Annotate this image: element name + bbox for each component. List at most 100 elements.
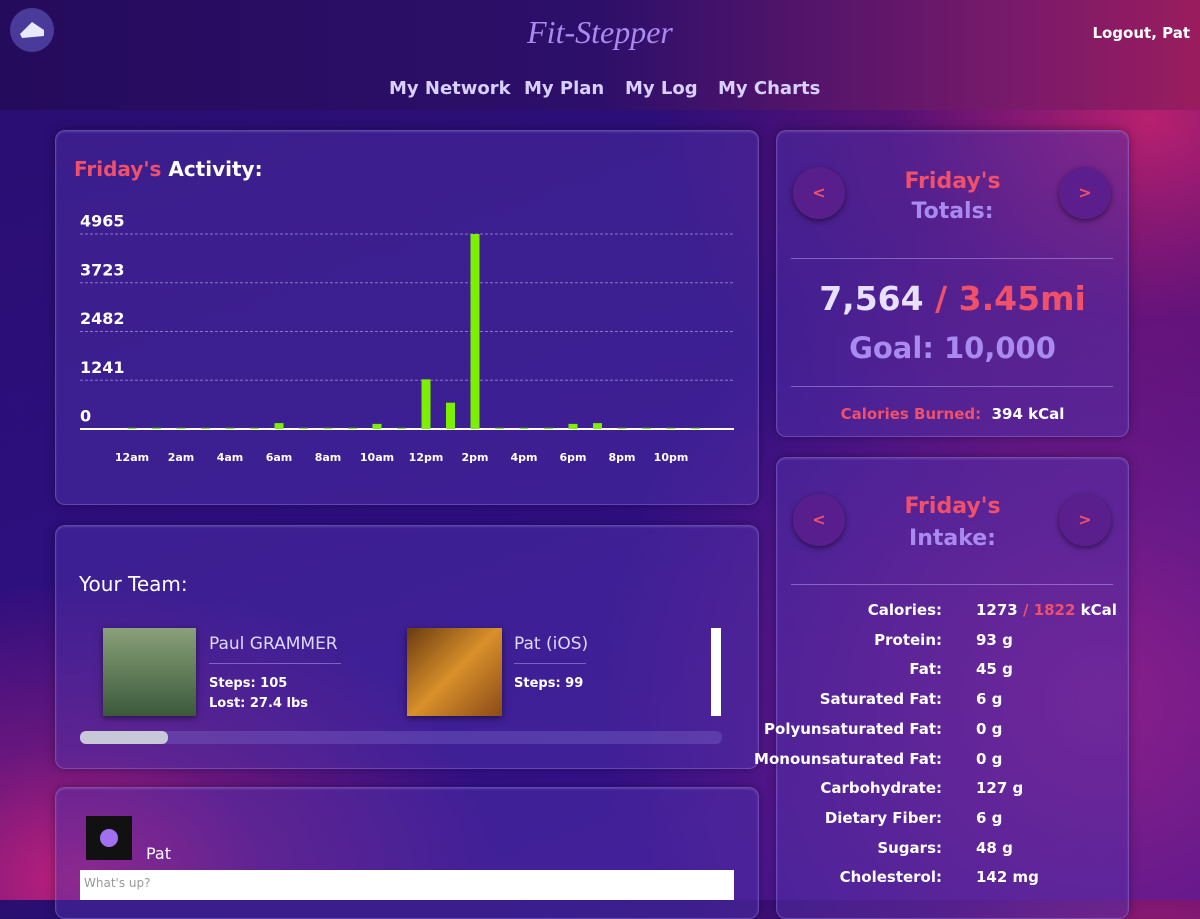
avatar-dot bbox=[100, 829, 118, 847]
bar bbox=[397, 427, 406, 429]
x-tick-label: 12pm bbox=[409, 451, 444, 464]
member-stat: Steps: 105 bbox=[209, 676, 288, 691]
intake-value: 6 g bbox=[976, 690, 1002, 708]
intake-value-part: 6 g bbox=[976, 808, 1003, 827]
intake-label: Saturated Fat: bbox=[819, 690, 942, 709]
avatar bbox=[103, 628, 196, 716]
bar bbox=[666, 427, 676, 429]
steps: 7,564 bbox=[819, 279, 924, 318]
bar bbox=[544, 427, 553, 429]
bar bbox=[348, 427, 357, 429]
x-tick-label: 4pm bbox=[511, 451, 538, 464]
intake-label: Sugars: bbox=[877, 838, 942, 857]
y-tick-label: 3723 bbox=[80, 260, 125, 279]
bar bbox=[250, 427, 259, 429]
intake-value-part: 6 g bbox=[976, 690, 1003, 709]
bar bbox=[372, 423, 382, 429]
post-input[interactable]: What's up? bbox=[80, 870, 734, 900]
x-tick-label: 10pm bbox=[654, 451, 689, 464]
intake-value: 1273 / 1822 kCal bbox=[976, 601, 1117, 619]
intake-value-part: 0 g bbox=[976, 749, 1003, 768]
separator bbox=[514, 663, 586, 664]
separator bbox=[209, 663, 341, 664]
bar bbox=[568, 423, 578, 429]
intake-value: 93 g bbox=[976, 631, 1013, 649]
intake-value-part: 93 g bbox=[976, 630, 1013, 649]
steps-line: 7,564 / 3.45mi bbox=[777, 279, 1128, 318]
intake-label: Protein: bbox=[874, 630, 942, 649]
logo-icon bbox=[20, 22, 44, 38]
intake-value: 0 g bbox=[976, 750, 1002, 768]
app-title: Fit-Stepper bbox=[527, 14, 673, 50]
bar bbox=[127, 427, 137, 429]
prev-button[interactable]: < bbox=[793, 494, 845, 546]
intake-label: Polyunsaturated Fat: bbox=[764, 719, 942, 738]
logo[interactable] bbox=[10, 8, 54, 52]
member-name: Paul GRAMMER bbox=[209, 634, 338, 654]
activity-title: Friday's Activity: bbox=[74, 157, 263, 181]
intake-label: Calories: bbox=[867, 601, 942, 619]
bar bbox=[323, 427, 333, 429]
x-tick-label: 2pm bbox=[462, 451, 489, 464]
bar bbox=[519, 427, 529, 429]
scroll-thumb[interactable] bbox=[80, 731, 168, 744]
bar bbox=[691, 427, 700, 429]
avatar-edge bbox=[711, 628, 721, 716]
bar bbox=[446, 402, 455, 429]
x-tick-label: 8pm bbox=[609, 451, 636, 464]
intake-label: Intake: bbox=[909, 526, 996, 551]
prev-button[interactable]: < bbox=[793, 167, 845, 219]
user-avatar bbox=[86, 816, 132, 860]
intake-value: 48 g bbox=[976, 839, 1013, 857]
x-tick-label: 12am bbox=[115, 451, 149, 464]
nav-link[interactable]: My Plan bbox=[524, 78, 605, 99]
x-tick-label: 6am bbox=[266, 451, 293, 464]
intake-value: 0 g bbox=[976, 720, 1002, 738]
team-panel: Your Team: Paul GRAMMER Steps: 105 Lost:… bbox=[55, 525, 759, 769]
bar bbox=[299, 427, 308, 429]
intake-value-part: 48 g bbox=[976, 838, 1013, 857]
next-button[interactable]: > bbox=[1059, 494, 1111, 546]
x-tick-label: 4am bbox=[217, 451, 244, 464]
member-stat: Lost: 27.4 lbs bbox=[209, 696, 308, 711]
separator bbox=[791, 584, 1113, 585]
calories-label: Calories Burned: bbox=[840, 405, 982, 423]
intake-label: Monounsaturated Fat: bbox=[754, 749, 942, 768]
y-tick-label: 2482 bbox=[80, 309, 125, 328]
intake-value-part: 142 mg bbox=[976, 868, 1039, 887]
intake-value-part: 45 g bbox=[976, 660, 1013, 679]
bar bbox=[642, 427, 651, 429]
nav-link[interactable]: My Log bbox=[625, 78, 698, 99]
post-user: Pat bbox=[146, 844, 172, 863]
nav-link[interactable]: My Network bbox=[389, 78, 511, 99]
totals-day: Friday's bbox=[904, 169, 1001, 194]
totals-label: Totals: bbox=[911, 199, 994, 224]
intake-label: Carbohydrate: bbox=[820, 779, 942, 798]
bar bbox=[617, 427, 627, 429]
intake-label: Dietary Fiber: bbox=[824, 808, 942, 827]
intake-value-part: 0 g bbox=[976, 719, 1003, 738]
intake-value: 45 g bbox=[976, 660, 1013, 678]
intake-value: 6 g bbox=[976, 809, 1002, 827]
intake-value-part: / 1822 bbox=[1022, 601, 1076, 619]
logout[interactable]: Logout, Pat bbox=[1092, 24, 1190, 42]
bar bbox=[470, 234, 480, 429]
label: Activity: bbox=[168, 157, 263, 181]
next-button[interactable]: > bbox=[1059, 167, 1111, 219]
separator bbox=[791, 258, 1113, 259]
nav-link[interactable]: My Charts bbox=[718, 78, 821, 99]
x-tick-label: 2am bbox=[168, 451, 195, 464]
bar bbox=[152, 427, 161, 429]
day: Friday's bbox=[74, 157, 162, 181]
calories-value: 394 kCal bbox=[991, 405, 1065, 423]
goal: Goal: 10,000 bbox=[849, 331, 1056, 365]
distance: / 3.45mi bbox=[935, 279, 1086, 318]
scrollbar[interactable] bbox=[80, 731, 722, 744]
x-tick-label: 8am bbox=[315, 451, 342, 464]
intake-value-part: 127 g bbox=[976, 779, 1024, 798]
y-tick-label: 1241 bbox=[80, 358, 125, 377]
intake-value-part: 1273 bbox=[976, 601, 1018, 619]
intake-value: 127 g bbox=[976, 779, 1023, 797]
avatar bbox=[407, 628, 502, 716]
